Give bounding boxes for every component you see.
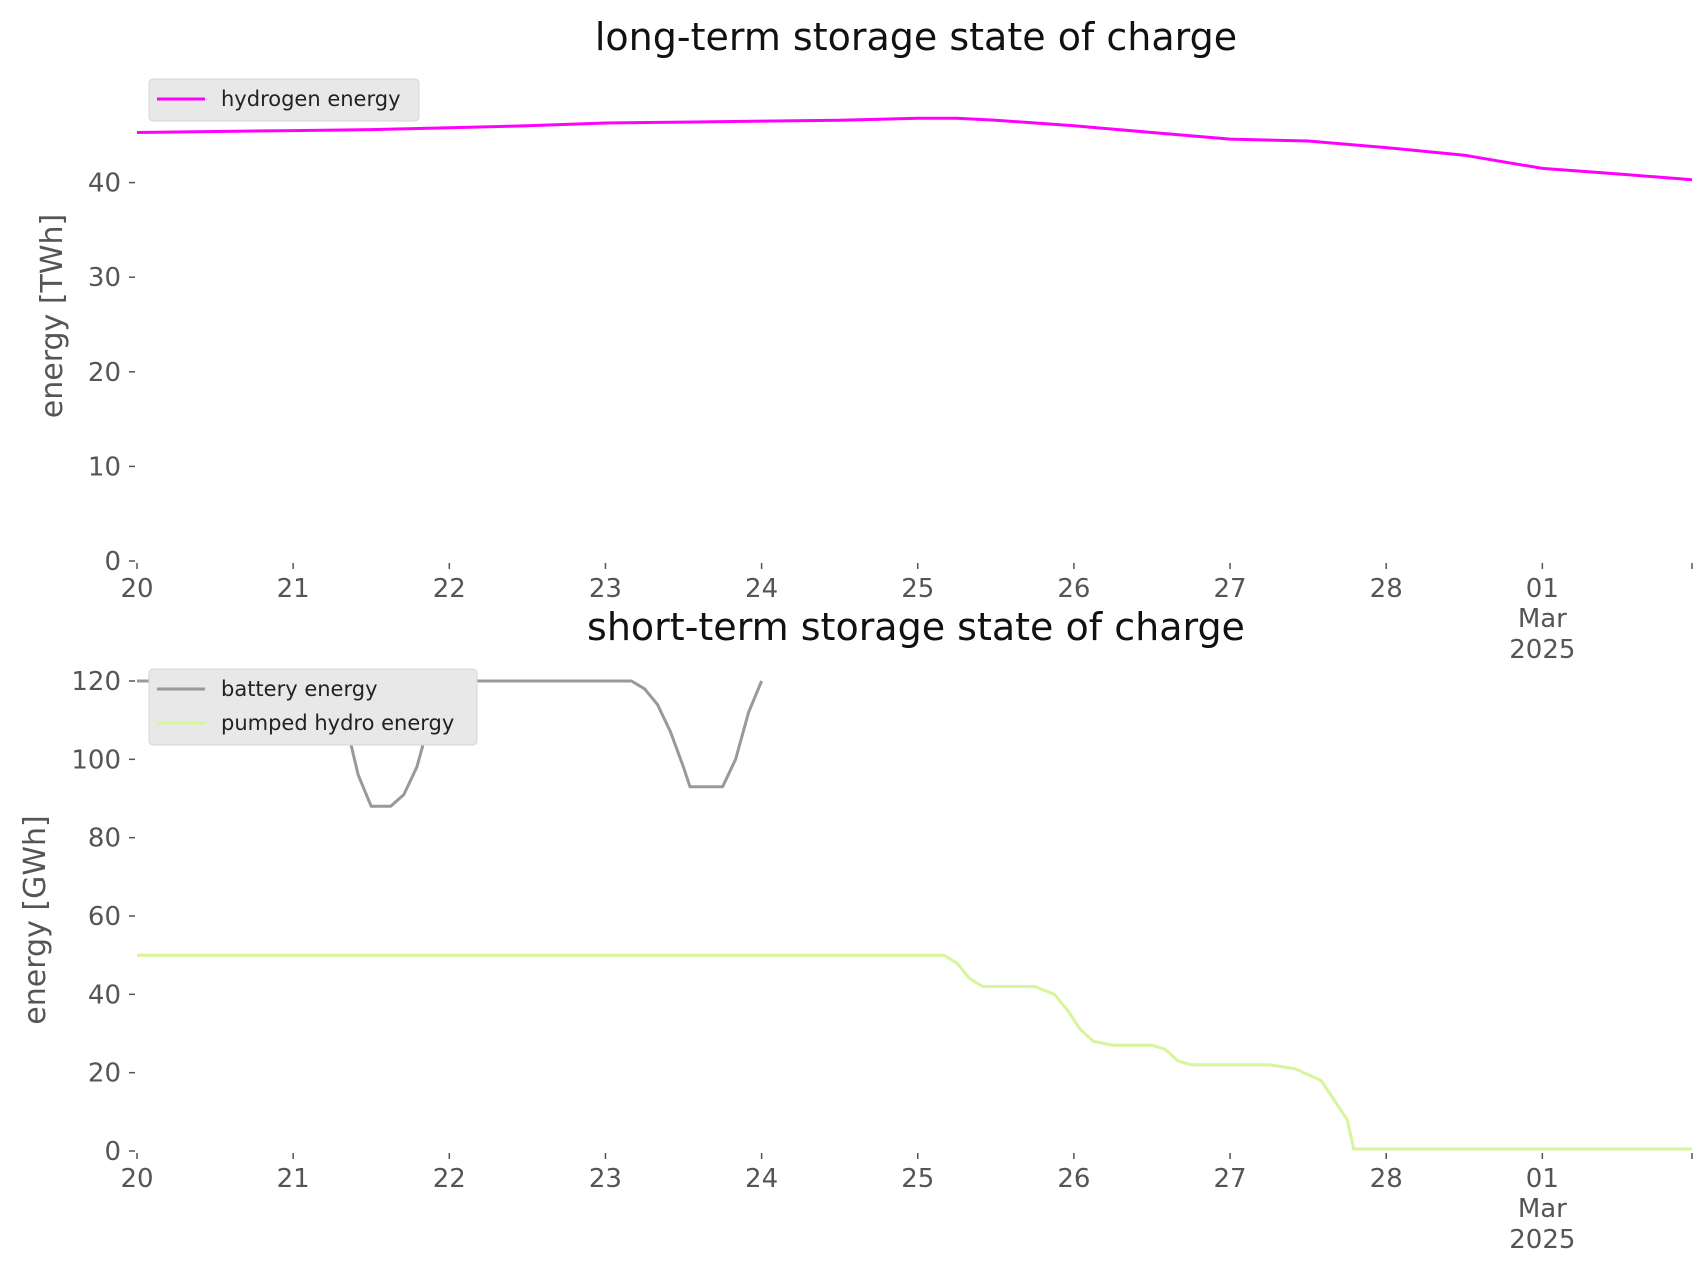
legend-box [148, 668, 478, 746]
short-term-chart: short-term storage state of charge energ… [18, 605, 1693, 1255]
x-tick-sublabel: Mar [1518, 604, 1567, 634]
x-tick-sublabel: 2025 [1509, 1225, 1575, 1255]
x-tick-label: 20 [120, 1164, 153, 1194]
series-lines [136, 116, 1693, 182]
x-tick-label: 01 [1526, 574, 1559, 604]
legend: battery energy pumped hydro energy [148, 668, 478, 746]
x-tick-label: 25 [901, 1164, 934, 1194]
y-tick-label: 0 [104, 547, 121, 577]
y-tick-label: 60 [88, 902, 121, 932]
y-tick-label: 10 [88, 452, 121, 482]
y-tick-label: 30 [88, 263, 121, 293]
x-tick-label: 20 [120, 574, 153, 604]
y-tick-label: 40 [88, 169, 121, 199]
x-tick-label: 22 [433, 1164, 466, 1194]
y-tick-label: 100 [71, 745, 121, 775]
legend-label: pumped hydro energy [221, 711, 454, 735]
x-tick-label: 23 [589, 574, 622, 604]
long-term-chart: long-term storage state of charge energy… [35, 15, 1693, 665]
x-tick-label: 28 [1370, 1164, 1403, 1194]
x-tick-label: 22 [433, 574, 466, 604]
legend: hydrogen energy [148, 78, 420, 122]
x-tick-label: 28 [1370, 574, 1403, 604]
x-tick-label: 25 [901, 574, 934, 604]
y-tick-label: 0 [104, 1137, 121, 1167]
x-tick-label: 21 [277, 1164, 310, 1194]
x-tick-label: 27 [1214, 574, 1247, 604]
x-tick-label: 01 [1526, 1164, 1559, 1194]
x-tick-sublabel: Mar [1518, 1194, 1567, 1224]
y-axis: 0 10 20 30 40 [88, 169, 135, 577]
y-tick-label: 40 [88, 980, 121, 1010]
x-tick-label: 26 [1057, 574, 1090, 604]
series-line-0 [136, 116, 1693, 182]
y-axis-label: energy [GWh] [18, 815, 53, 1024]
y-tick-label: 20 [88, 1059, 121, 1089]
y-tick-label: 120 [71, 667, 121, 697]
y-axis-label: energy [TWh] [35, 214, 70, 418]
y-axis: 0 20 40 60 80 100 120 [71, 667, 135, 1167]
y-tick-label: 20 [88, 358, 121, 388]
series-line-1 [137, 953, 1692, 1151]
x-tick-label: 23 [589, 1164, 622, 1194]
legend-label: battery energy [221, 677, 378, 701]
legend-box [148, 78, 420, 122]
chart-title: short-term storage state of charge [587, 605, 1245, 649]
x-tick-label: 24 [745, 574, 778, 604]
chart-title: long-term storage state of charge [595, 15, 1237, 59]
x-tick-sublabel: 2025 [1509, 635, 1575, 665]
y-tick-label: 80 [88, 824, 121, 854]
x-tick-label: 27 [1214, 1164, 1247, 1194]
x-tick-label: 26 [1057, 1164, 1090, 1194]
series-lines [137, 679, 1692, 1151]
x-tick-label: 21 [277, 574, 310, 604]
legend-label: hydrogen energy [221, 87, 401, 111]
x-tick-label: 24 [745, 1164, 778, 1194]
